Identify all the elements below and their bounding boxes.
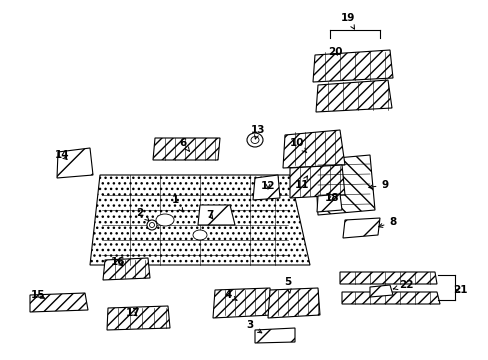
Text: 20: 20: [327, 47, 342, 57]
Text: 12: 12: [260, 181, 275, 191]
Text: 6: 6: [179, 138, 189, 151]
Text: 18: 18: [324, 193, 339, 203]
Polygon shape: [341, 292, 439, 304]
Polygon shape: [339, 272, 436, 284]
Text: 1: 1: [171, 195, 183, 212]
Text: 13: 13: [250, 125, 264, 139]
Text: 5: 5: [284, 277, 291, 293]
Ellipse shape: [193, 230, 206, 240]
Polygon shape: [342, 218, 379, 238]
Polygon shape: [90, 175, 309, 265]
Polygon shape: [267, 288, 319, 318]
Text: 14: 14: [55, 150, 69, 160]
Polygon shape: [254, 328, 294, 343]
Polygon shape: [369, 285, 392, 297]
Ellipse shape: [246, 133, 263, 147]
Ellipse shape: [250, 136, 259, 144]
Polygon shape: [312, 50, 392, 82]
Text: 9: 9: [368, 180, 388, 190]
Text: 21: 21: [452, 285, 467, 295]
Text: 22: 22: [392, 280, 412, 290]
Polygon shape: [316, 194, 341, 212]
Text: 2: 2: [136, 208, 149, 221]
Polygon shape: [57, 148, 93, 178]
Polygon shape: [198, 205, 235, 225]
Text: 4: 4: [224, 290, 237, 300]
Ellipse shape: [156, 214, 174, 226]
Text: 16: 16: [110, 257, 125, 267]
Polygon shape: [289, 165, 345, 198]
Text: 15: 15: [31, 290, 45, 300]
Polygon shape: [153, 138, 220, 160]
Text: 7: 7: [206, 210, 213, 220]
Polygon shape: [252, 175, 280, 200]
Text: 3: 3: [246, 320, 261, 333]
Ellipse shape: [147, 220, 157, 230]
Text: 17: 17: [125, 308, 140, 318]
Polygon shape: [314, 155, 374, 215]
Text: 19: 19: [340, 13, 354, 29]
Polygon shape: [315, 80, 391, 112]
Polygon shape: [213, 288, 271, 318]
Polygon shape: [103, 258, 150, 280]
Polygon shape: [283, 130, 345, 168]
Text: 10: 10: [289, 138, 306, 153]
Ellipse shape: [149, 222, 154, 228]
Text: 8: 8: [378, 217, 396, 228]
Polygon shape: [30, 293, 88, 312]
Text: 11: 11: [294, 176, 308, 190]
Polygon shape: [107, 306, 170, 330]
